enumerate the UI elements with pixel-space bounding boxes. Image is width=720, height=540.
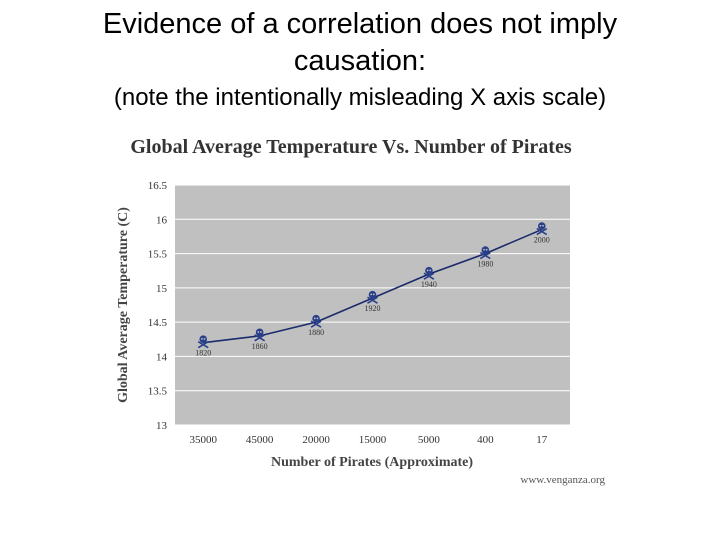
x-tick-label: 400 [477,434,494,446]
x-axis-label: Number of Pirates (Approximate) [271,455,473,470]
x-tick-label: 45000 [246,434,274,446]
x-tick-label: 20000 [302,434,330,446]
y-tick-label: 14.5 [148,317,168,329]
y-tick-label: 14 [156,351,168,363]
point-labels: 1820 1860 1880 1920 1940 1980 2000 [195,236,550,358]
data-markers [197,222,548,349]
point-label: 1860 [252,342,268,351]
y-tick-labels: 13 13.5 14 14.5 15 15.5 16 16.5 [148,180,168,432]
skull-crossbones-marker [197,335,209,349]
point-label: 1820 [195,349,211,358]
skull-crossbones-marker [254,328,266,342]
point-label: 1940 [421,280,437,289]
y-tick-label: 13 [156,420,168,432]
x-tick-label: 17 [536,434,548,446]
plot-area [175,185,570,425]
slide-subtitle: (note the intentionally misleading X axi… [113,84,607,111]
y-tick-label: 13.5 [148,386,168,398]
skull-crossbones-marker [536,222,548,236]
slide-title: Evidence of a correlation does not imply… [102,8,618,77]
skull-crossbones-marker [479,246,491,260]
chart-title: Global Average Temperature Vs. Number of… [130,136,571,158]
point-label: 2000 [534,236,550,245]
y-tick-label: 15.5 [148,249,168,261]
x-tick-label: 15000 [359,434,387,446]
x-tick-labels: 35000 45000 20000 15000 5000 400 17 [189,434,547,446]
skull-crossbones-marker [423,266,435,280]
chart-figure: Global Average Temperature Vs. Number of… [95,120,615,490]
y-tick-label: 15 [156,283,168,295]
y-tick-label: 16.5 [148,180,168,192]
point-label: 1880 [308,328,324,337]
skull-crossbones-marker [310,314,322,328]
chart-svg: Global Average Temperature Vs. Number of… [116,136,605,486]
gridlines [175,184,570,426]
point-label: 1920 [365,304,381,313]
x-tick-label: 35000 [189,434,217,446]
skull-crossbones-marker [367,290,378,304]
y-tick-label: 16 [156,214,168,226]
watermark: www.venganza.org [520,474,605,486]
point-label: 1980 [477,260,493,269]
y-axis-label: Global Average Temperature (C) [116,207,131,403]
x-tick-label: 5000 [418,434,441,446]
